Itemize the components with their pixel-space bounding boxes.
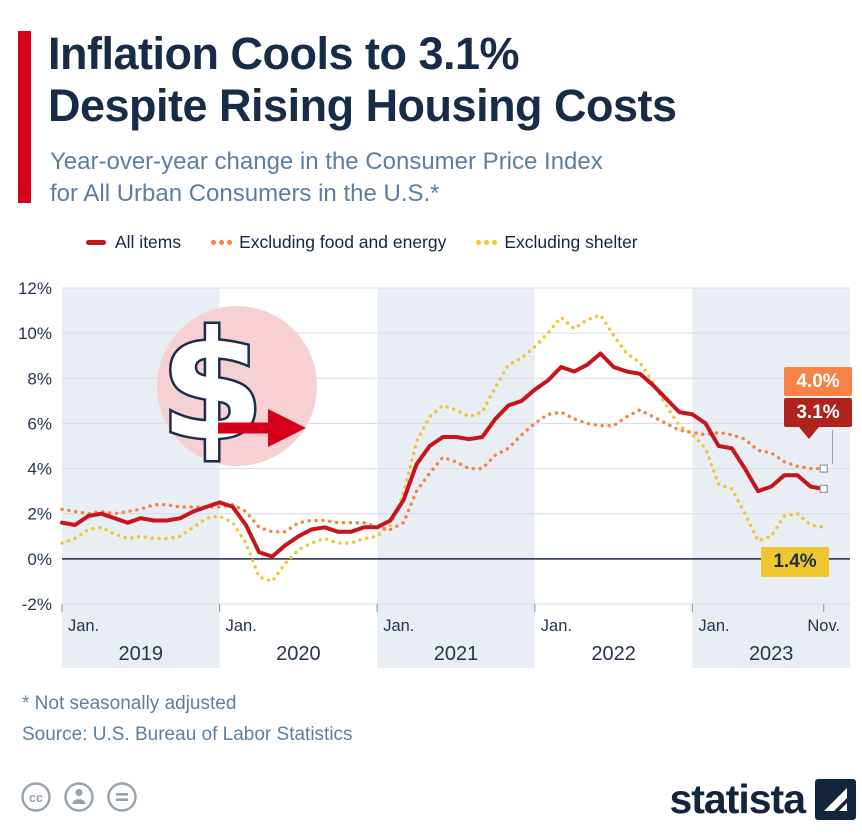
attribution-person-icon[interactable] [63, 781, 95, 813]
dollar-symbol: $ [160, 300, 264, 474]
end-marker-core [819, 464, 828, 473]
excluding-shelter-dots-swatch-icon [476, 240, 482, 245]
line-all-items [60, 351, 826, 559]
series-lines [60, 313, 828, 584]
accent-bar [18, 31, 31, 203]
legend-label-excluding-shelter: Excluding shelter [504, 232, 638, 252]
title-line-2: Despite Rising Housing Costs [48, 80, 677, 131]
year-bands [62, 288, 850, 668]
legend-item-excluding-food-energy: Excluding food and energy [211, 232, 446, 253]
legend-label-all-items: All items [115, 232, 182, 252]
statista-logo[interactable]: statista [669, 779, 856, 820]
legend: All items Excluding food and energy Excl… [86, 232, 638, 253]
callout-connector-line [832, 430, 833, 464]
license-badges: cc [20, 781, 138, 813]
value-label-excluding-shelter: 1.4% [761, 547, 829, 577]
all-items-line-swatch-icon [86, 240, 106, 245]
footnote: * Not seasonally adjusted [22, 693, 237, 714]
y-axis-label: 8% [27, 369, 52, 388]
statista-wordmark: statista [669, 776, 806, 822]
y-axis-label: 4% [27, 460, 52, 479]
x-axis-label: Jan. [226, 617, 257, 635]
y-axis-label: -2% [22, 595, 52, 614]
legend-item-all-items: All items [86, 232, 181, 253]
y-axis-label: 2% [27, 505, 52, 524]
subtitle-line-1: Year-over-year change in the Consumer Pr… [50, 148, 603, 175]
year-band-2022 [534, 288, 693, 668]
x-axis-label: Jan. [698, 617, 729, 635]
legend-item-excluding-shelter: Excluding shelter [476, 232, 638, 253]
x-axis-label: Jan. [68, 617, 99, 635]
callout-pointer-icon [799, 427, 819, 439]
right-arrow-head-icon [268, 409, 306, 447]
y-axis-label: 10% [18, 324, 52, 343]
x-axis-label: Nov. [807, 617, 840, 635]
year-label: 2021 [434, 643, 479, 665]
year-label: 2020 [276, 643, 321, 665]
y-axis-label: 12% [18, 279, 52, 298]
y-axis-label: 6% [27, 414, 52, 433]
x-axis-label: Jan. [383, 617, 414, 635]
dollar-icon: $ [157, 298, 317, 477]
page-title: Inflation Cools to 3.1% Despite Rising Ho… [48, 28, 677, 132]
subtitle-line-2: for All Urban Consumers in the U.S.* [50, 180, 440, 207]
x-axis-label: Jan. [541, 617, 572, 635]
creative-commons-icon[interactable]: cc [20, 781, 52, 813]
year-label: 2023 [749, 643, 794, 665]
value-label-excluding-food-energy: 4.0% [784, 367, 852, 396]
year-label: 2019 [119, 643, 164, 665]
cpi-line-chart: 12% 10% 8% 6% 4% 2% 0% -2% Jan. Jan. Jan. Jan. Jan. N… [18, 279, 850, 668]
x-axis: Jan. Jan. Jan. Jan. Jan. Nov. 2019 2020 2021 2022… [61, 604, 840, 665]
source: Source: U.S. Bureau of Labor Statistics [22, 724, 353, 745]
legend-label-excluding-food-energy: Excluding food and energy [239, 232, 447, 252]
svg-text:cc: cc [29, 791, 43, 805]
y-axis-label: 0% [27, 550, 52, 569]
no-derivatives-equals-icon[interactable] [106, 781, 138, 813]
statista-logo-mark-icon [815, 779, 856, 820]
year-band-2021 [377, 288, 535, 668]
value-label-all-items: 3.1% [784, 398, 852, 427]
line-core [60, 408, 826, 534]
year-label: 2022 [591, 643, 636, 665]
excluding-food-energy-dots-swatch-icon [211, 240, 217, 245]
end-marker-all-items [819, 484, 828, 493]
title-line-1: Inflation Cools to 3.1% [48, 28, 520, 79]
chart-subtitle: Year-over-year change in the Consumer Pr… [50, 146, 603, 210]
